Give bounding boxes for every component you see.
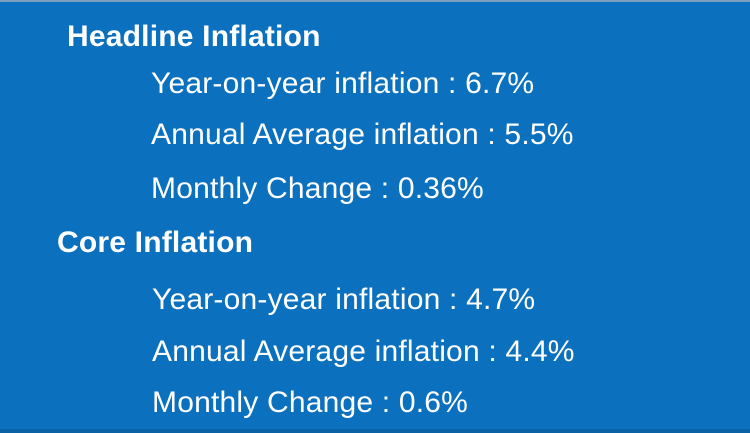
headline-year-on-year-line: Year-on-year inflation : 6.7% [151,67,535,100]
core-annual-average-line: Annual Average inflation : 4.4% [152,335,575,368]
headline-annual-average-line: Annual Average inflation : 5.5% [151,118,574,151]
core-inflation-heading: Core Inflation [57,226,254,259]
headline-monthly-change-line: Monthly Change : 0.36% [151,172,484,205]
headline-inflation-heading: Headline Inflation [67,20,321,53]
core-year-on-year-line: Year-on-year inflation : 4.7% [152,283,536,316]
core-monthly-change-line: Monthly Change : 0.6% [152,386,469,419]
